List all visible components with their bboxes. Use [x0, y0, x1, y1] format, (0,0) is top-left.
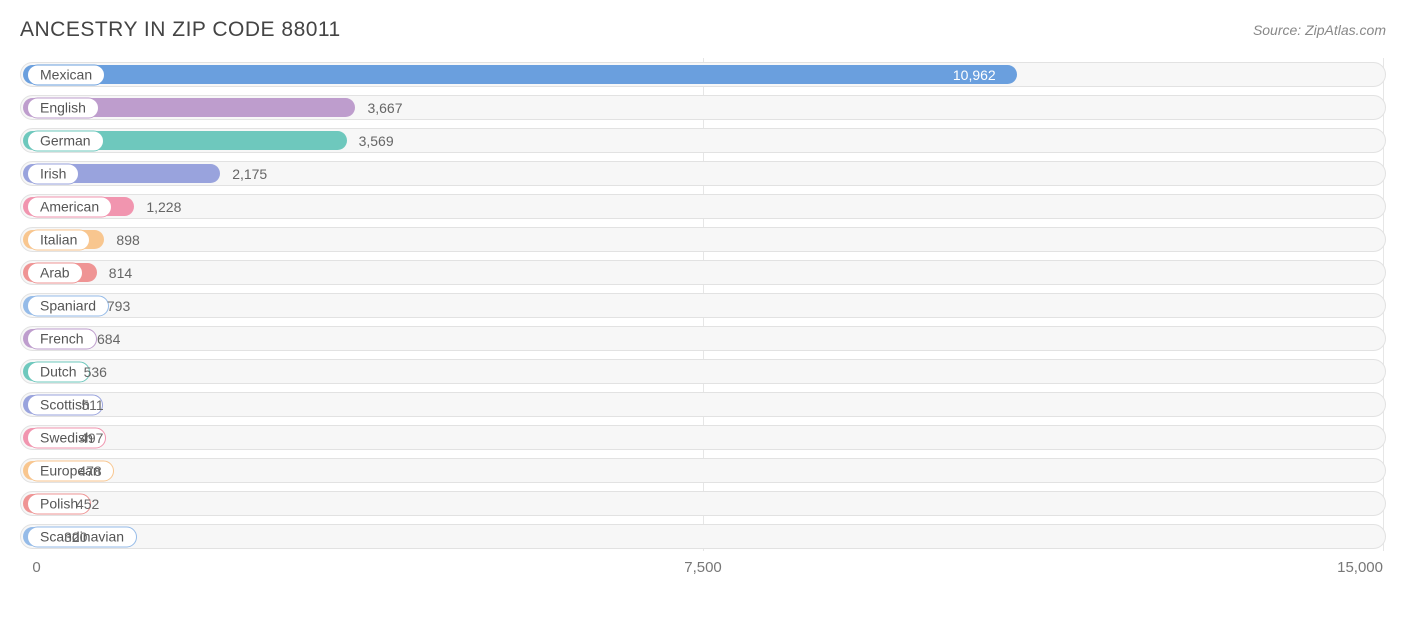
bar-track — [20, 227, 1386, 252]
bar-value-label: 478 — [78, 463, 101, 479]
bar-category-pill: American — [27, 196, 112, 217]
bar-row: Scottish511 — [20, 392, 1386, 417]
bar-value-label: 10,962 — [953, 67, 996, 83]
bar-value-label: 684 — [97, 331, 120, 347]
bar-value-label: 511 — [81, 397, 103, 413]
chart-title: ANCESTRY IN ZIP CODE 88011 — [20, 18, 341, 42]
bar-category-pill: English — [27, 97, 99, 118]
bar-row: Irish 2,175 — [20, 161, 1386, 186]
bar-value-label: 1,228 — [146, 199, 181, 215]
bar-track — [20, 293, 1386, 318]
bar-track — [20, 524, 1386, 549]
bars-group: Mexican 10,962 English 3,667 German 3,569 Iris… — [20, 62, 1386, 549]
x-axis-tick: 7,500 — [684, 559, 722, 576]
plot-area: Mexican 10,962 English 3,667 German 3,569 Iris… — [20, 62, 1386, 583]
bar-value-label: 536 — [84, 364, 107, 380]
bar-row: Dutch536 — [20, 359, 1386, 384]
bar-track — [20, 491, 1386, 516]
bar-fill — [23, 65, 1017, 84]
bar-value-label: 3,569 — [359, 133, 394, 149]
bar-track — [20, 326, 1386, 351]
bar-category-pill: Irish — [27, 163, 79, 184]
bar-category-pill: Arab — [27, 262, 83, 283]
bar-row: French684 — [20, 326, 1386, 351]
bar-track — [20, 425, 1386, 450]
bar-row: German 3,569 — [20, 128, 1386, 153]
bar-value-label: 497 — [80, 430, 103, 446]
bar-track — [20, 161, 1386, 186]
bar-track — [20, 194, 1386, 219]
bar-row: Scandinavian320 — [20, 524, 1386, 549]
bar-track — [20, 392, 1386, 417]
bar-value-label: 898 — [116, 232, 139, 248]
x-axis-tick: 0 — [32, 559, 40, 576]
bar-row: American 1,228 — [20, 194, 1386, 219]
bar-category-pill: German — [27, 130, 104, 151]
x-axis: 0 7,500 15,000 — [20, 553, 1386, 583]
bar-category-pill: Dutch — [27, 361, 90, 382]
bar-row: Swedish497 — [20, 425, 1386, 450]
chart-source: Source: ZipAtlas.com — [1253, 22, 1386, 38]
bar-track — [20, 458, 1386, 483]
bar-row: Polish452 — [20, 491, 1386, 516]
bar-row: Spaniard793 — [20, 293, 1386, 318]
bar-row: Arab 814 — [20, 260, 1386, 285]
bar-value-label: 814 — [109, 265, 132, 281]
bar-track — [20, 260, 1386, 285]
bar-track — [20, 359, 1386, 384]
bar-category-pill: Mexican — [27, 64, 105, 85]
chart-container: ANCESTRY IN ZIP CODE 88011 Source: ZipAt… — [0, 0, 1406, 644]
bar-row: English 3,667 — [20, 95, 1386, 120]
bar-value-label: 793 — [107, 298, 130, 314]
bar-category-pill: Italian — [27, 229, 90, 250]
bar-category-pill: French — [27, 328, 97, 349]
bar-row: European478 — [20, 458, 1386, 483]
bar-value-label: 2,175 — [232, 166, 267, 182]
header: ANCESTRY IN ZIP CODE 88011 Source: ZipAt… — [20, 18, 1386, 42]
bar-value-label: 452 — [76, 496, 99, 512]
bar-value-label: 3,667 — [367, 100, 402, 116]
bar-row: Italian 898 — [20, 227, 1386, 252]
bar-row: Mexican 10,962 — [20, 62, 1386, 87]
bar-category-pill: Spaniard — [27, 295, 109, 316]
bar-value-label: 320 — [64, 529, 87, 545]
x-axis-tick: 15,000 — [1337, 559, 1383, 576]
